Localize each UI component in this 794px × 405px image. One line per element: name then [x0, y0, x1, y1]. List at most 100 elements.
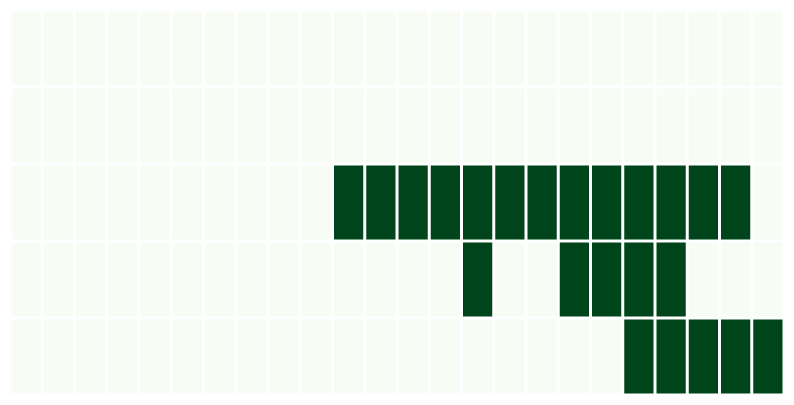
heatmap-cell-r2-c16 — [527, 165, 557, 240]
heatmap-cell-r2-c7 — [237, 165, 267, 240]
heatmap-cell-r1-c6 — [205, 88, 235, 163]
heatmap-cell-r0-c10 — [334, 11, 364, 86]
heatmap-cell-r3-c3 — [108, 242, 138, 317]
heatmap-cell-r2-c12 — [398, 165, 428, 240]
heatmap-cell-r4-c16 — [527, 319, 557, 394]
heatmap-cell-r2-c11 — [366, 165, 396, 240]
heatmap-cell-r3-c11 — [366, 242, 396, 317]
heatmap-cell-r1-c1 — [43, 88, 73, 163]
heatmap-cell-r2-c21 — [688, 165, 718, 240]
heatmap-cell-r4-c17 — [559, 319, 589, 394]
heatmap-cell-r1-c3 — [108, 88, 138, 163]
heatmap-cell-r0-c0 — [11, 11, 41, 86]
heatmap-cell-r2-c15 — [495, 165, 525, 240]
heatmap-cell-r1-c18 — [592, 88, 622, 163]
heatmap-cell-r2-c22 — [721, 165, 751, 240]
heatmap-cell-r1-c9 — [301, 88, 331, 163]
heatmap-cell-r0-c1 — [43, 11, 73, 86]
heatmap-cell-r4-c11 — [366, 319, 396, 394]
heatmap-cell-r2-c8 — [269, 165, 299, 240]
heatmap-cell-r0-c8 — [269, 11, 299, 86]
heatmap-cell-r4-c20 — [656, 319, 686, 394]
heatmap-cell-r1-c21 — [688, 88, 718, 163]
heatmap-cell-r3-c21 — [688, 242, 718, 317]
heatmap-cell-r1-c14 — [463, 88, 493, 163]
heatmap-cell-r3-c20 — [656, 242, 686, 317]
heatmap-cell-r0-c20 — [656, 11, 686, 86]
heatmap-cell-r4-c14 — [463, 319, 493, 394]
heatmap-cell-r3-c15 — [495, 242, 525, 317]
heatmap-cell-r1-c19 — [624, 88, 654, 163]
heatmap-cell-r0-c2 — [76, 11, 106, 86]
heatmap-cell-r1-c10 — [334, 88, 364, 163]
heatmap-cell-r2-c13 — [430, 165, 460, 240]
heatmap-cell-r3-c0 — [11, 242, 41, 317]
heatmap-cell-r1-c7 — [237, 88, 267, 163]
heatmap-cell-r0-c3 — [108, 11, 138, 86]
heatmap-cell-r1-c4 — [140, 88, 170, 163]
heatmap-cell-r4-c5 — [172, 319, 202, 394]
heatmap-cell-r1-c11 — [366, 88, 396, 163]
heatmap-cell-r3-c17 — [559, 242, 589, 317]
heatmap-cell-r2-c3 — [108, 165, 138, 240]
heatmap-cell-r4-c10 — [334, 319, 364, 394]
heatmap-cell-r4-c6 — [205, 319, 235, 394]
heatmap-cell-r2-c9 — [301, 165, 331, 240]
heatmap-cell-r1-c12 — [398, 88, 428, 163]
heatmap-cell-r3-c13 — [430, 242, 460, 317]
heatmap-cell-r2-c5 — [172, 165, 202, 240]
heatmap-cell-r2-c20 — [656, 165, 686, 240]
heatmap-cell-r4-c8 — [269, 319, 299, 394]
heatmap-cell-r1-c0 — [11, 88, 41, 163]
heatmap-cell-r0-c21 — [688, 11, 718, 86]
heatmap-cell-r0-c14 — [463, 11, 493, 86]
heatmap-cell-r0-c4 — [140, 11, 170, 86]
heatmap-cell-r4-c22 — [721, 319, 751, 394]
heatmap-cell-r2-c14 — [463, 165, 493, 240]
heatmap-cell-r3-c7 — [237, 242, 267, 317]
heatmap-cell-r1-c16 — [527, 88, 557, 163]
heatmap-cell-r3-c5 — [172, 242, 202, 317]
heatmap-cell-r1-c2 — [76, 88, 106, 163]
heatmap-cell-r1-c15 — [495, 88, 525, 163]
heatmap-cell-r0-c13 — [430, 11, 460, 86]
heatmap-cell-r4-c2 — [76, 319, 106, 394]
heatmap-cell-r4-c19 — [624, 319, 654, 394]
heatmap-cell-r0-c22 — [721, 11, 751, 86]
heatmap-cell-r1-c22 — [721, 88, 751, 163]
heatmap-cell-r0-c5 — [172, 11, 202, 86]
heatmap-cell-r4-c21 — [688, 319, 718, 394]
heatmap-cell-r0-c7 — [237, 11, 267, 86]
heatmap-cell-r2-c4 — [140, 165, 170, 240]
heatmap-cell-r3-c1 — [43, 242, 73, 317]
heatmap-cell-r3-c23 — [753, 242, 783, 317]
heatmap-cell-r4-c9 — [301, 319, 331, 394]
heatmap-cell-r0-c6 — [205, 11, 235, 86]
heatmap-cell-r4-c13 — [430, 319, 460, 394]
heatmap-cell-r0-c9 — [301, 11, 331, 86]
heatmap-cell-r2-c2 — [76, 165, 106, 240]
heatmap-cell-r4-c0 — [11, 319, 41, 394]
heatmap-cell-r3-c2 — [76, 242, 106, 317]
heatmap-cell-r3-c12 — [398, 242, 428, 317]
heatmap-cell-r2-c0 — [11, 165, 41, 240]
heatmap-cell-r1-c23 — [753, 88, 783, 163]
heatmap-cell-r0-c17 — [559, 11, 589, 86]
heatmap-cell-r0-c12 — [398, 11, 428, 86]
heatmap-cell-r3-c22 — [721, 242, 751, 317]
heatmap-cell-r1-c8 — [269, 88, 299, 163]
heatmap-cell-r0-c19 — [624, 11, 654, 86]
heatmap-cell-r1-c20 — [656, 88, 686, 163]
heatmap-cell-r2-c19 — [624, 165, 654, 240]
heatmap-cell-r3-c16 — [527, 242, 557, 317]
heatmap-cell-r2-c17 — [559, 165, 589, 240]
heatmap-cell-r3-c4 — [140, 242, 170, 317]
heatmap-cell-r3-c10 — [334, 242, 364, 317]
heatmap-cell-r0-c15 — [495, 11, 525, 86]
heatmap-cell-r4-c3 — [108, 319, 138, 394]
heatmap-cell-r0-c23 — [753, 11, 783, 86]
heatmap-cell-r1-c17 — [559, 88, 589, 163]
heatmap-cell-r4-c1 — [43, 319, 73, 394]
heatmap-cell-r4-c18 — [592, 319, 622, 394]
